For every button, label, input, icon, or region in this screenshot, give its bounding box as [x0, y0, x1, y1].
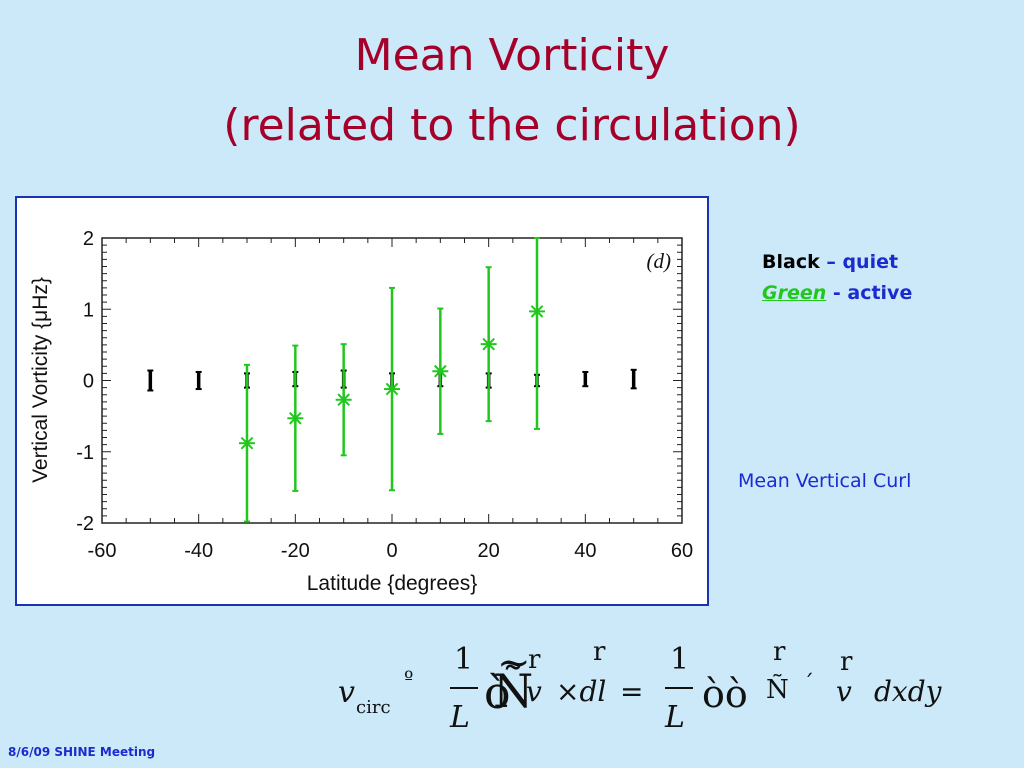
legend-key-black: Black [762, 251, 820, 273]
formula-vec-r4: r [840, 647, 853, 677]
fraction-bar-right [665, 687, 693, 689]
y-axis-label: Vertical Vorticity {μHz} [29, 277, 52, 483]
active-point [480, 336, 497, 353]
formula-cross: ´ [803, 672, 814, 697]
y-tick-label: -1 [76, 442, 94, 464]
formula-nabla: Ñ [766, 675, 789, 705]
formula-L-left: L [450, 700, 470, 735]
formula-contour: Ñ [493, 664, 534, 718]
x-tick-label: 60 [671, 540, 693, 562]
slide-title-line2: (related to the circulation) [223, 100, 801, 151]
y-tick-label: -2 [76, 513, 94, 535]
x-tick-label: -20 [281, 540, 310, 562]
legend: Black – quiet Green - active [762, 248, 912, 310]
active-point-stroke [337, 393, 350, 407]
data-marks [147, 237, 637, 523]
formula-L-right: L [665, 700, 685, 735]
x-tick-label: 20 [478, 540, 500, 562]
active-point [432, 363, 449, 380]
active-point-stroke [385, 382, 399, 396]
fraction-bar-left [450, 687, 478, 689]
x-axis-label: Latitude {degrees} [307, 572, 477, 595]
formula-vec-r2: r [593, 637, 606, 667]
active-point-stroke [530, 305, 544, 318]
x-tick-label: 0 [386, 540, 397, 562]
legend-desc-quiet: – quiet [819, 251, 899, 273]
formula-dot-dl: ×dl [556, 675, 607, 708]
formula-v2: v [836, 675, 852, 708]
formula-vec-r3: r [773, 637, 786, 667]
legend-key-green: Green [762, 282, 827, 304]
side-note: Mean Vertical Curl [738, 470, 912, 492]
formula-contour-tilde: ~ [497, 640, 531, 686]
footer-date-meeting: 8/6/09 SHINE Meeting [8, 745, 156, 759]
x-tick-label: -60 [88, 540, 117, 562]
slide-title-line1: Mean Vorticity [354, 30, 670, 81]
x-tick-label: 40 [574, 540, 596, 562]
axis-ticks: -60 -40 -20 0 20 40 60 -2 -1 0 1 2 [76, 228, 693, 562]
legend-desc-active: - active [826, 282, 913, 304]
active-point-stroke [434, 364, 447, 378]
formula-one-left: 1 [454, 642, 474, 677]
active-point [384, 381, 400, 398]
formula-v1: v [526, 675, 542, 708]
y-tick-label: 0 [83, 371, 94, 393]
active-point [529, 303, 545, 320]
chart-panel: -60 -40 -20 0 20 40 60 -2 -1 0 1 2 Latitude {degree… [15, 196, 709, 606]
panel-annotation: (d) [647, 249, 672, 273]
formula-dxdy: dxdy [874, 675, 942, 708]
y-tick-label: 1 [83, 299, 94, 321]
formula-equals: = [620, 675, 644, 708]
formula-one-right: 1 [670, 642, 690, 677]
active-point-stroke [240, 436, 254, 450]
active-point [287, 410, 304, 427]
x-tick-label: -40 [184, 540, 213, 562]
formula-contour-prefix: ò [484, 668, 511, 719]
formula-v: v [338, 675, 355, 710]
active-point [239, 435, 255, 452]
y-tick-label: 2 [83, 228, 94, 250]
active-point [335, 391, 352, 408]
legend-row-quiet: Black – quiet [762, 248, 912, 279]
active-point-stroke [482, 337, 495, 351]
formula-equiv: º [404, 666, 414, 690]
formula-double-integral: òò [702, 672, 748, 716]
formula-vec-r1: r [528, 645, 541, 675]
legend-row-active: Green - active [762, 279, 912, 310]
active-point-stroke [289, 411, 302, 425]
vorticity-chart: -60 -40 -20 0 20 40 60 -2 -1 0 1 2 Latitude {degree… [29, 228, 693, 595]
formula-subscript-circ: circ [356, 697, 391, 718]
